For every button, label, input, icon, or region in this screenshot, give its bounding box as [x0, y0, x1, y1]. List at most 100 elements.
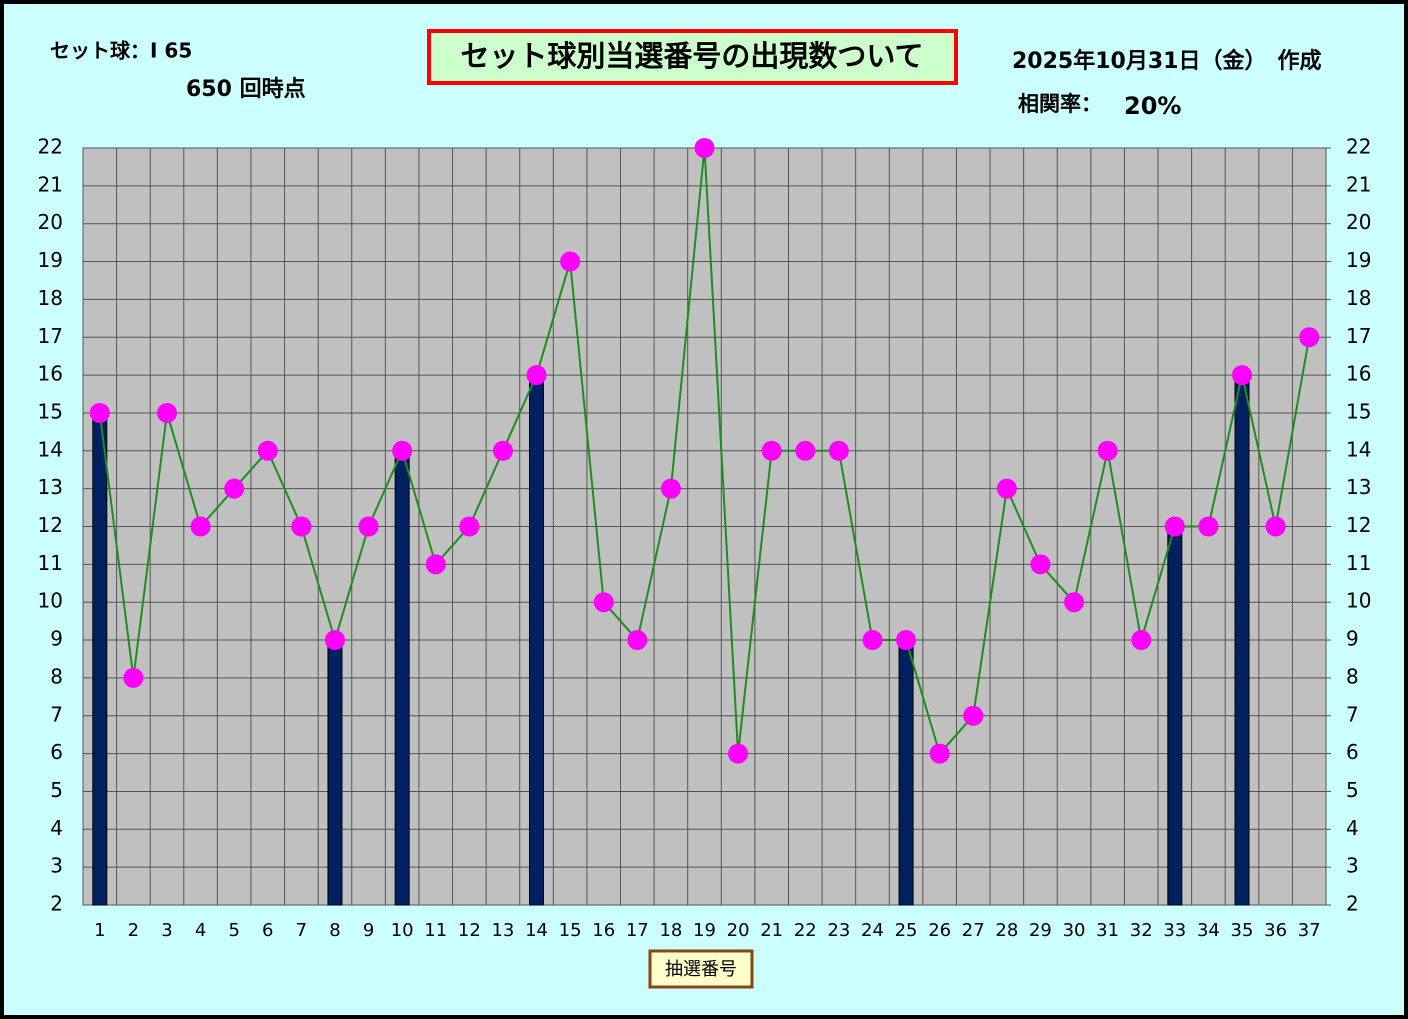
bar	[529, 374, 545, 906]
y2-tick-label: 5	[1346, 778, 1359, 802]
marker	[1198, 516, 1219, 537]
marker	[1064, 592, 1085, 613]
y-tick-label: 12	[38, 513, 63, 537]
x-tick-label: 7	[296, 920, 307, 941]
y2-tick-label: 11	[1346, 551, 1371, 575]
y2-tick-label: 7	[1346, 702, 1359, 726]
y2-tick-label: 20	[1346, 210, 1371, 234]
marker	[257, 440, 278, 461]
marker	[492, 440, 513, 461]
annotation: 20%	[1124, 92, 1181, 120]
y2-tick-label: 15	[1346, 399, 1371, 423]
marker	[324, 630, 345, 651]
y2-tick-label: 2	[1346, 892, 1359, 916]
x-tick-label: 8	[329, 920, 340, 941]
y2-tick-label: 3	[1346, 854, 1359, 878]
marker	[358, 516, 379, 537]
x-tick-label: 13	[491, 920, 514, 941]
x-tick-label: 1	[94, 920, 105, 941]
y2-tick-label: 10	[1346, 589, 1371, 613]
x-tick-label: 18	[659, 920, 682, 941]
x-tick-label: 12	[458, 920, 481, 941]
y-tick-label: 8	[50, 664, 63, 688]
marker	[828, 440, 849, 461]
bar	[898, 639, 914, 906]
bar	[327, 639, 343, 906]
y2-tick-label: 19	[1346, 248, 1371, 272]
y-tick-label: 9	[50, 627, 63, 651]
marker	[761, 440, 782, 461]
y-tick-label: 4	[50, 816, 63, 840]
marker	[694, 138, 715, 158]
y2-tick-label: 16	[1346, 362, 1371, 386]
marker	[1097, 440, 1118, 461]
y2-tick-label: 8	[1346, 664, 1359, 688]
y-tick-label: 2	[50, 892, 63, 916]
x-tick-label: 16	[592, 920, 615, 941]
x-tick-label: 24	[861, 920, 884, 941]
marker	[728, 743, 749, 764]
marker	[190, 516, 211, 537]
annotation: 相関率：	[1018, 92, 1102, 116]
y2-tick-label: 6	[1346, 740, 1359, 764]
bar	[92, 412, 108, 906]
x-tick-label: 9	[363, 920, 374, 941]
marker	[963, 705, 984, 726]
marker	[89, 402, 110, 423]
marker	[425, 554, 446, 575]
marker	[660, 478, 681, 499]
y-tick-label: 3	[50, 854, 63, 878]
marker	[560, 251, 581, 272]
x-tick-label: 37	[1298, 920, 1321, 941]
x-tick-label: 10	[391, 920, 414, 941]
x-tick-label: 22	[794, 920, 817, 941]
x-tick-label: 2	[128, 920, 139, 941]
y-tick-label: 21	[38, 172, 63, 196]
y-tick-label: 17	[38, 324, 63, 348]
x-tick-label: 21	[760, 920, 783, 941]
y-tick-label: 16	[38, 362, 63, 386]
x-tick-label: 19	[693, 920, 716, 941]
marker	[459, 516, 480, 537]
y-tick-label: 22	[38, 135, 63, 159]
y2-tick-label: 13	[1346, 475, 1371, 499]
x-tick-label: 25	[895, 920, 918, 941]
marker	[593, 592, 614, 613]
y-tick-label: 18	[38, 286, 63, 310]
marker	[1299, 327, 1320, 348]
marker	[627, 630, 648, 651]
y2-tick-label: 21	[1346, 172, 1371, 196]
y2-tick-label: 14	[1346, 437, 1371, 461]
x-tick-label: 4	[195, 920, 206, 941]
y2-tick-label: 9	[1346, 627, 1359, 651]
x-tick-label: 31	[1096, 920, 1119, 941]
x-label-box	[648, 949, 754, 989]
bar	[1234, 374, 1250, 906]
marker	[526, 365, 547, 386]
x-tick-label: 20	[727, 920, 750, 941]
x-tick-label: 36	[1264, 920, 1287, 941]
annotation: 650 回時点	[186, 76, 306, 102]
y-tick-label: 6	[50, 740, 63, 764]
x-tick-label: 15	[559, 920, 582, 941]
y-tick-label: 20	[38, 210, 63, 234]
marker	[795, 440, 816, 461]
x-axis-label: 抽選番号	[665, 959, 737, 980]
marker	[996, 478, 1017, 499]
y-tick-label: 10	[38, 589, 63, 613]
y-tick-label: 14	[38, 437, 63, 461]
x-tick-label: 6	[262, 920, 273, 941]
x-tick-label: 14	[525, 920, 548, 941]
bar	[394, 450, 410, 906]
x-tick-label: 26	[928, 920, 951, 941]
marker	[224, 478, 245, 499]
bar	[1167, 526, 1183, 906]
marker	[1164, 516, 1185, 537]
marker	[929, 743, 950, 764]
annotation: 2025年10月31日（金） 作成	[1012, 48, 1321, 74]
marker	[1232, 365, 1253, 386]
y-tick-label: 5	[50, 778, 63, 802]
x-tick-label: 34	[1197, 920, 1220, 941]
x-tick-label: 28	[995, 920, 1018, 941]
